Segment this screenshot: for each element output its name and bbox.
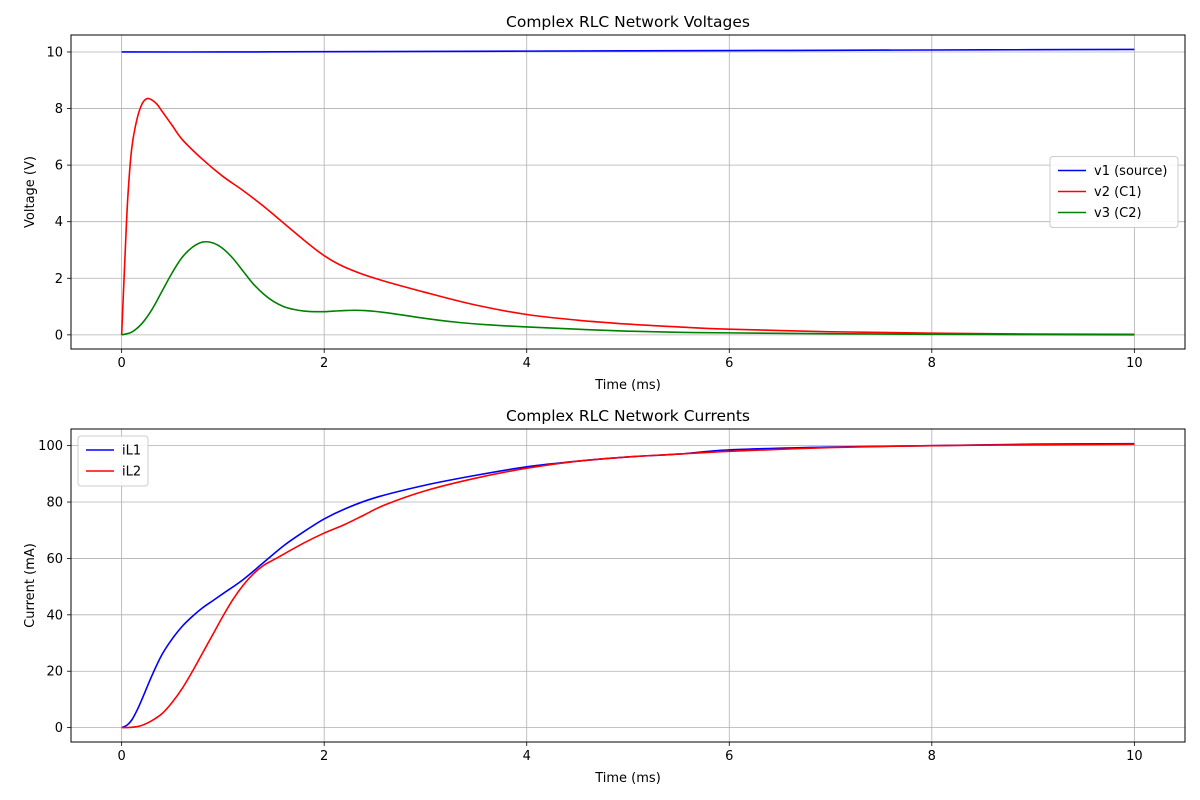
currents-y-tick-label: 40 bbox=[46, 608, 63, 623]
voltages-legend: v1 (source) v2 (C1) v3 (C2) bbox=[1049, 156, 1179, 228]
currents-y-tick-label: 100 bbox=[38, 439, 63, 454]
voltages-y-axis-label: Voltage (V) bbox=[23, 156, 38, 228]
voltages-x-tick-label: 2 bbox=[320, 356, 328, 371]
currents-x-axis-label: Time (ms) bbox=[594, 771, 661, 786]
currents-x-tick-label: 10 bbox=[1126, 749, 1143, 764]
currents-grid bbox=[71, 429, 1185, 742]
voltages-x-tick-label: 4 bbox=[523, 356, 531, 371]
voltages-title: Complex RLC Network Voltages bbox=[506, 13, 750, 31]
currents-y-axis-label: Current (mA) bbox=[23, 543, 38, 628]
voltages-x-axis-label: Time (ms) bbox=[594, 378, 661, 393]
currents-series-line-2 bbox=[121, 443, 1135, 729]
voltages-series-line-2 bbox=[120, 97, 1135, 336]
voltages-legend-label: v3 (C2) bbox=[1094, 206, 1142, 221]
voltages-series-line-1 bbox=[121, 48, 1135, 53]
currents-y-tick-label: 60 bbox=[46, 552, 63, 567]
voltages-ticks: 0 2 4 6 8 10 0 2 4 6 8 10 bbox=[46, 45, 1142, 371]
voltages-y-tick-label: 8 bbox=[55, 102, 63, 117]
currents-series bbox=[121, 442, 1135, 729]
voltages-x-tick-label: 6 bbox=[725, 356, 733, 371]
voltages-y-tick-label: 0 bbox=[55, 328, 63, 343]
voltages-axes-frame bbox=[70, 34, 1186, 350]
currents-x-tick-label: 0 bbox=[117, 749, 125, 764]
currents-series-line-1 bbox=[121, 442, 1135, 729]
voltages-x-tick-label: 0 bbox=[117, 356, 125, 371]
currents-legend-label: iL2 bbox=[122, 465, 141, 480]
voltages-legend-label: v2 (C1) bbox=[1094, 185, 1142, 200]
currents-x-tick-label: 2 bbox=[320, 749, 328, 764]
currents-x-tick-label: 4 bbox=[523, 749, 531, 764]
currents-x-tick-label: 8 bbox=[928, 749, 936, 764]
voltages-x-tick-label: 8 bbox=[928, 356, 936, 371]
currents-y-tick-label: 20 bbox=[46, 665, 63, 680]
voltages-legend-box bbox=[1049, 156, 1179, 228]
voltages-series-line-3 bbox=[121, 240, 1135, 336]
currents-y-tick-label: 0 bbox=[55, 721, 63, 736]
currents-axes-frame bbox=[70, 428, 1186, 743]
currents-legend-label: iL1 bbox=[122, 444, 141, 459]
voltages-series bbox=[120, 48, 1135, 336]
voltages-chart: 0 2 4 6 8 10 0 2 4 6 8 10 Complex RLC Network Volta… bbox=[23, 13, 1186, 393]
voltages-y-tick-label: 10 bbox=[46, 45, 63, 60]
currents-legend-box bbox=[77, 435, 149, 487]
voltages-y-tick-label: 4 bbox=[55, 215, 63, 230]
voltages-legend-label: v1 (source) bbox=[1094, 164, 1167, 179]
voltages-x-tick-label: 10 bbox=[1126, 356, 1143, 371]
voltages-y-tick-label: 6 bbox=[55, 159, 63, 174]
voltages-y-tick-label: 2 bbox=[55, 272, 63, 287]
currents-x-tick-label: 6 bbox=[725, 749, 733, 764]
currents-title: Complex RLC Network Currents bbox=[506, 407, 750, 425]
currents-y-tick-label: 80 bbox=[46, 496, 63, 511]
